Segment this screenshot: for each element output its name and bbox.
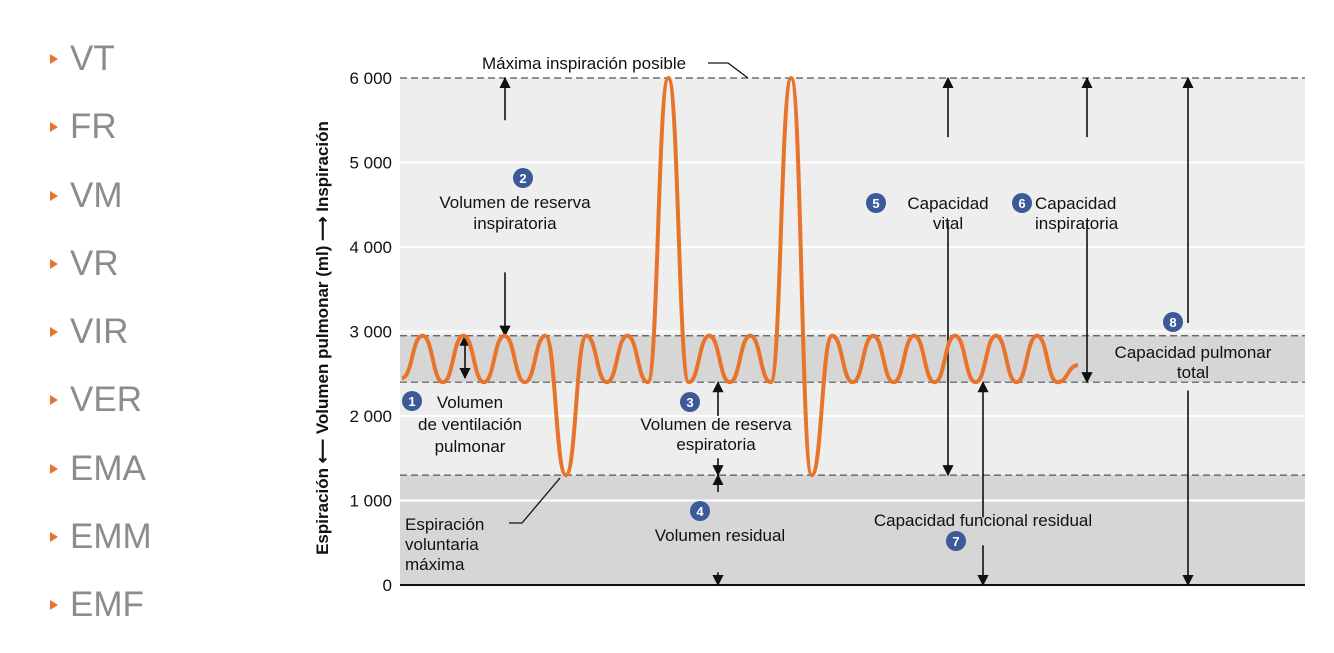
annotation-text: Máxima inspiración posible (482, 54, 686, 73)
y-tick-label: 5 000 (349, 154, 392, 173)
y-tick-label: 1 000 (349, 492, 392, 511)
lung-volume-chart: 0 1 000 2 000 3 000 4 000 5 000 6 000 Espiraci… (313, 54, 1305, 595)
triangle-bullet-icon (50, 190, 58, 201)
list-item: EMF (50, 584, 152, 652)
triangle-bullet-icon (50, 54, 58, 64)
number-badge (690, 501, 710, 521)
list-item: VR (50, 243, 152, 311)
background-bands (400, 78, 1305, 585)
number-badge (1163, 312, 1183, 332)
list-item-label: EMF (70, 585, 144, 625)
background-band (400, 382, 1305, 476)
annotation-text: inspiratoria (473, 214, 557, 233)
number-badge-label: 1 (408, 394, 415, 409)
triangle-bullet-icon (50, 395, 58, 406)
abbreviation-list: VT FR VM VR VIR VER EMA EMM EMF (50, 38, 152, 653)
number-badge-label: 8 (1169, 315, 1176, 330)
list-item: VM (50, 175, 152, 243)
annotation-text: Capacidad (1035, 194, 1116, 213)
annotation-text: total (1177, 363, 1209, 382)
list-item-label: VT (70, 39, 115, 78)
triangle-bullet-icon (50, 327, 58, 338)
triangle-bullet-icon (50, 600, 58, 611)
lung-volume-trace (401, 76, 1079, 478)
number-badge-label: 6 (1018, 196, 1025, 211)
number-badge-label: 5 (872, 196, 879, 211)
list-item: VT (50, 38, 152, 106)
annotation-text: pulmonar (435, 437, 506, 456)
y-axis: 0 1 000 2 000 3 000 4 000 5 000 6 000 (349, 69, 1305, 595)
number-badge (866, 193, 886, 213)
annotation-text: Volumen (437, 393, 503, 412)
list-item: FR (50, 106, 152, 174)
background-band (400, 78, 1305, 336)
number-badge-label: 7 (952, 534, 959, 549)
annotations: Máxima inspiración posible Espiraciónvolu… (402, 54, 1272, 574)
triangle-bullet-icon (50, 122, 58, 133)
number-badge (1012, 193, 1032, 213)
list-item-label: EMM (70, 517, 152, 557)
leader-line (708, 62, 749, 79)
annotation-text: inspiratoria (1035, 214, 1119, 233)
list-item: VER (50, 379, 152, 447)
annotation-text: voluntaria (405, 535, 479, 554)
list-item: EMA (50, 448, 152, 516)
gridlines (400, 161, 1305, 502)
annotation-text: Volumen residual (655, 526, 785, 545)
triangle-bullet-icon (50, 463, 58, 474)
triangle-bullet-icon (50, 532, 58, 543)
annotation-text: Capacidad pulmonar (1115, 343, 1272, 362)
annotation-text: espiratoria (676, 435, 756, 454)
annotation-text: de ventilación (418, 415, 522, 434)
list-item-label: VER (70, 380, 142, 420)
annotation-text: Capacidad funcional residual (874, 511, 1092, 530)
list-item-label: VR (70, 243, 119, 283)
number-badge-label: 3 (686, 395, 693, 410)
annotation-text: Volumen de reserva (439, 193, 591, 212)
list-item-label: VIR (70, 312, 129, 352)
number-badge-label: 4 (696, 504, 704, 519)
number-badge-label: 2 (519, 171, 526, 186)
triangle-bullet-icon (50, 258, 58, 269)
y-tick-label: 3 000 (349, 323, 392, 342)
y-tick-label: 0 (383, 576, 392, 595)
y-tick-label: 2 000 (349, 407, 392, 426)
number-badge (402, 391, 422, 411)
measurement-arrows (459, 62, 1194, 587)
annotation-text: Espiración (405, 515, 484, 534)
annotation-text: Volumen de reserva (640, 415, 792, 434)
number-badge (680, 392, 700, 412)
number-badge (513, 168, 533, 188)
annotation-text: Capacidad (907, 194, 988, 213)
list-item: EMM (50, 516, 152, 584)
y-tick-label: 6 000 (349, 69, 392, 88)
list-item-label: FR (70, 107, 117, 147)
list-item: VIR (50, 311, 152, 379)
leader-line (509, 477, 561, 524)
annotation-text: vital (933, 214, 963, 233)
background-band (400, 475, 1305, 585)
list-item-label: EMA (70, 448, 146, 488)
number-badge (946, 531, 966, 551)
list-item-label: VM (70, 175, 123, 215)
y-tick-label: 4 000 (349, 238, 392, 257)
annotation-text: máxima (405, 555, 465, 574)
y-axis-label: Espiración ⟵ Volumen pulmonar (ml) ⟶ Ins… (313, 121, 332, 555)
